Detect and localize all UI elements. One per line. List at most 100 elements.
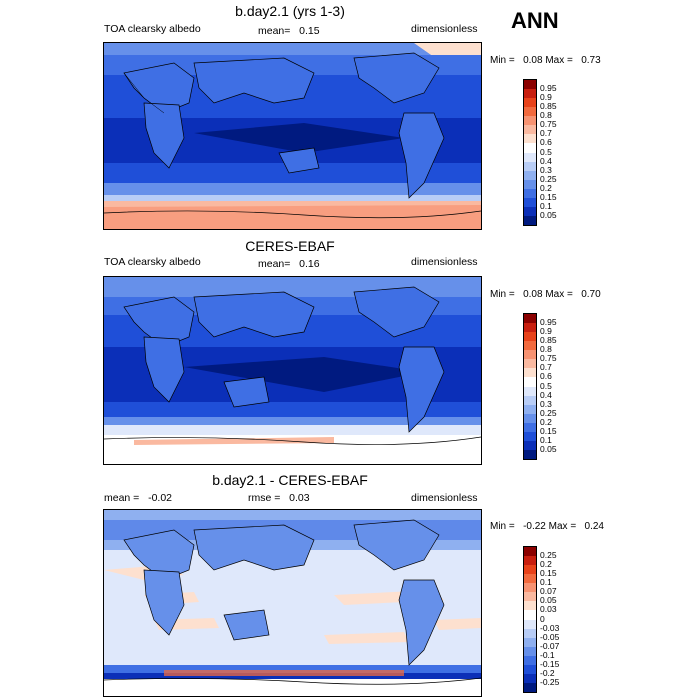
panel3-map (103, 509, 482, 697)
panel3-map-svg (104, 510, 481, 696)
colorbar-segment (524, 314, 536, 324)
colorbar-segment (524, 404, 536, 414)
colorbar-tick-label: 0.15 (540, 191, 557, 202)
panel3-mean-value: -0.02 (148, 492, 173, 504)
colorbar-segment (524, 215, 536, 225)
colorbar-segment (524, 395, 536, 405)
panel1-min-label: Min = (490, 55, 515, 66)
colorbar-segment (524, 350, 536, 360)
colorbar-segment (524, 673, 536, 683)
colorbar-tick-label: 0.5 (540, 380, 552, 391)
panel1-map-svg (104, 43, 481, 229)
colorbar-tick-label: 0.07 (540, 586, 557, 597)
colorbar-segment (524, 556, 536, 566)
colorbar-segment (524, 368, 536, 378)
colorbar-segment (524, 637, 536, 647)
panel3-colorbar (523, 546, 537, 693)
panel3-max-value: 0.24 (584, 521, 604, 532)
colorbar-segment (524, 619, 536, 629)
panel3-minmax: Min = -0.22 Max = 0.24 (490, 521, 604, 532)
panel2-colorbar (523, 313, 537, 460)
colorbar-segment (524, 610, 536, 620)
colorbar-segment (524, 188, 536, 198)
colorbar-tick-label: 0.9 (540, 92, 552, 103)
colorbar-tick-label: 0.25 (540, 407, 557, 418)
colorbar-segment (524, 161, 536, 171)
panel3-rmse-value: 0.03 (289, 492, 310, 504)
colorbar-segment (524, 431, 536, 441)
colorbar-tick-label: 0.05 (540, 443, 557, 454)
colorbar-segment (524, 206, 536, 216)
panel2-title: CERES-EBAF (245, 238, 335, 254)
panel2-max-label: Max = (545, 289, 573, 300)
panel1-title: b.day2.1 (yrs 1-3) (235, 3, 345, 19)
panel1-max-value: 0.73 (581, 55, 601, 66)
colorbar-segment (524, 134, 536, 144)
panel3-colorbar-segments (524, 547, 536, 692)
colorbar-tick-label: 0.4 (540, 389, 552, 400)
colorbar-tick-label: -0.05 (540, 631, 560, 642)
panel1-variable-label: TOA clearsky albedo (104, 23, 201, 35)
colorbar-tick-label: 0.25 (540, 550, 557, 561)
colorbar-tick-label: 0.75 (540, 353, 557, 364)
panel2-colorbar-segments (524, 314, 536, 459)
panel2-map-svg (104, 277, 481, 464)
colorbar-segment (524, 628, 536, 638)
panel3-rmse-label: rmse = (248, 492, 281, 504)
panel1-min-value: 0.08 (523, 55, 543, 66)
colorbar-tick-label: 0.03 (540, 604, 557, 615)
panel3-max-label: Max = (548, 521, 577, 532)
colorbar-segment (524, 179, 536, 189)
colorbar-segment (524, 359, 536, 369)
colorbar-segment (524, 664, 536, 674)
colorbar-tick-label: 0.4 (540, 155, 552, 166)
colorbar-segment (524, 601, 536, 611)
colorbar-segment (524, 341, 536, 351)
colorbar-tick-label: 0.3 (540, 398, 552, 409)
panel2-minmax: Min = 0.08 Max = 0.70 (490, 289, 601, 300)
panel2-variable-label: TOA clearsky albedo (104, 256, 201, 268)
panel2-min-value: 0.08 (523, 289, 543, 300)
colorbar-tick-label: 0.25 (540, 173, 557, 184)
colorbar-segment (524, 89, 536, 99)
colorbar-segment (524, 152, 536, 162)
colorbar-tick-label: -0.03 (540, 622, 560, 633)
panel1-colorbar-segments (524, 80, 536, 225)
colorbar-segment (524, 565, 536, 575)
panel3-min-label: Min = (490, 521, 515, 532)
panel1-minmax: Min = 0.08 Max = 0.73 (490, 55, 601, 66)
colorbar-tick-label: 0.85 (540, 101, 557, 112)
colorbar-segment (524, 422, 536, 432)
colorbar-tick-label: 0.05 (540, 209, 557, 220)
colorbar-segment (524, 332, 536, 342)
colorbar-segment (524, 125, 536, 135)
colorbar-tick-label: 0.9 (540, 326, 552, 337)
colorbar-tick-label: 0.2 (540, 559, 552, 570)
colorbar-tick-label: 0 (540, 613, 545, 624)
colorbar-segment (524, 646, 536, 656)
colorbar-tick-label: -0.2 (540, 667, 555, 678)
colorbar-tick-label: 0.85 (540, 335, 557, 346)
colorbar-segment (524, 116, 536, 126)
colorbar-segment (524, 197, 536, 207)
panel1-mean-value: 0.15 (299, 25, 320, 37)
panel1-mean: mean= 0.15 (258, 25, 320, 37)
colorbar-segment (524, 449, 536, 459)
colorbar-segment (524, 323, 536, 333)
colorbar-tick-label: 0.1 (540, 200, 552, 211)
season-label: ANN (511, 8, 559, 33)
panel1-max-label: Max = (545, 55, 573, 66)
colorbar-tick-label: 0.8 (540, 110, 552, 121)
panel3-title: b.day2.1 - CERES-EBAF (212, 472, 368, 488)
colorbar-tick-label: 0.1 (540, 434, 552, 445)
colorbar-tick-label: 0.75 (540, 119, 557, 130)
panel3-units: dimensionless (411, 492, 478, 504)
colorbar-segment (524, 592, 536, 602)
colorbar-tick-label: 0.15 (540, 425, 557, 436)
colorbar-segment (524, 574, 536, 584)
colorbar-segment (524, 98, 536, 108)
colorbar-tick-label: -0.07 (540, 640, 560, 651)
colorbar-tick-label: 0.7 (540, 128, 552, 139)
panel2-mean: mean= 0.16 (258, 258, 320, 270)
panel3-min-value: -0.22 (523, 521, 546, 532)
